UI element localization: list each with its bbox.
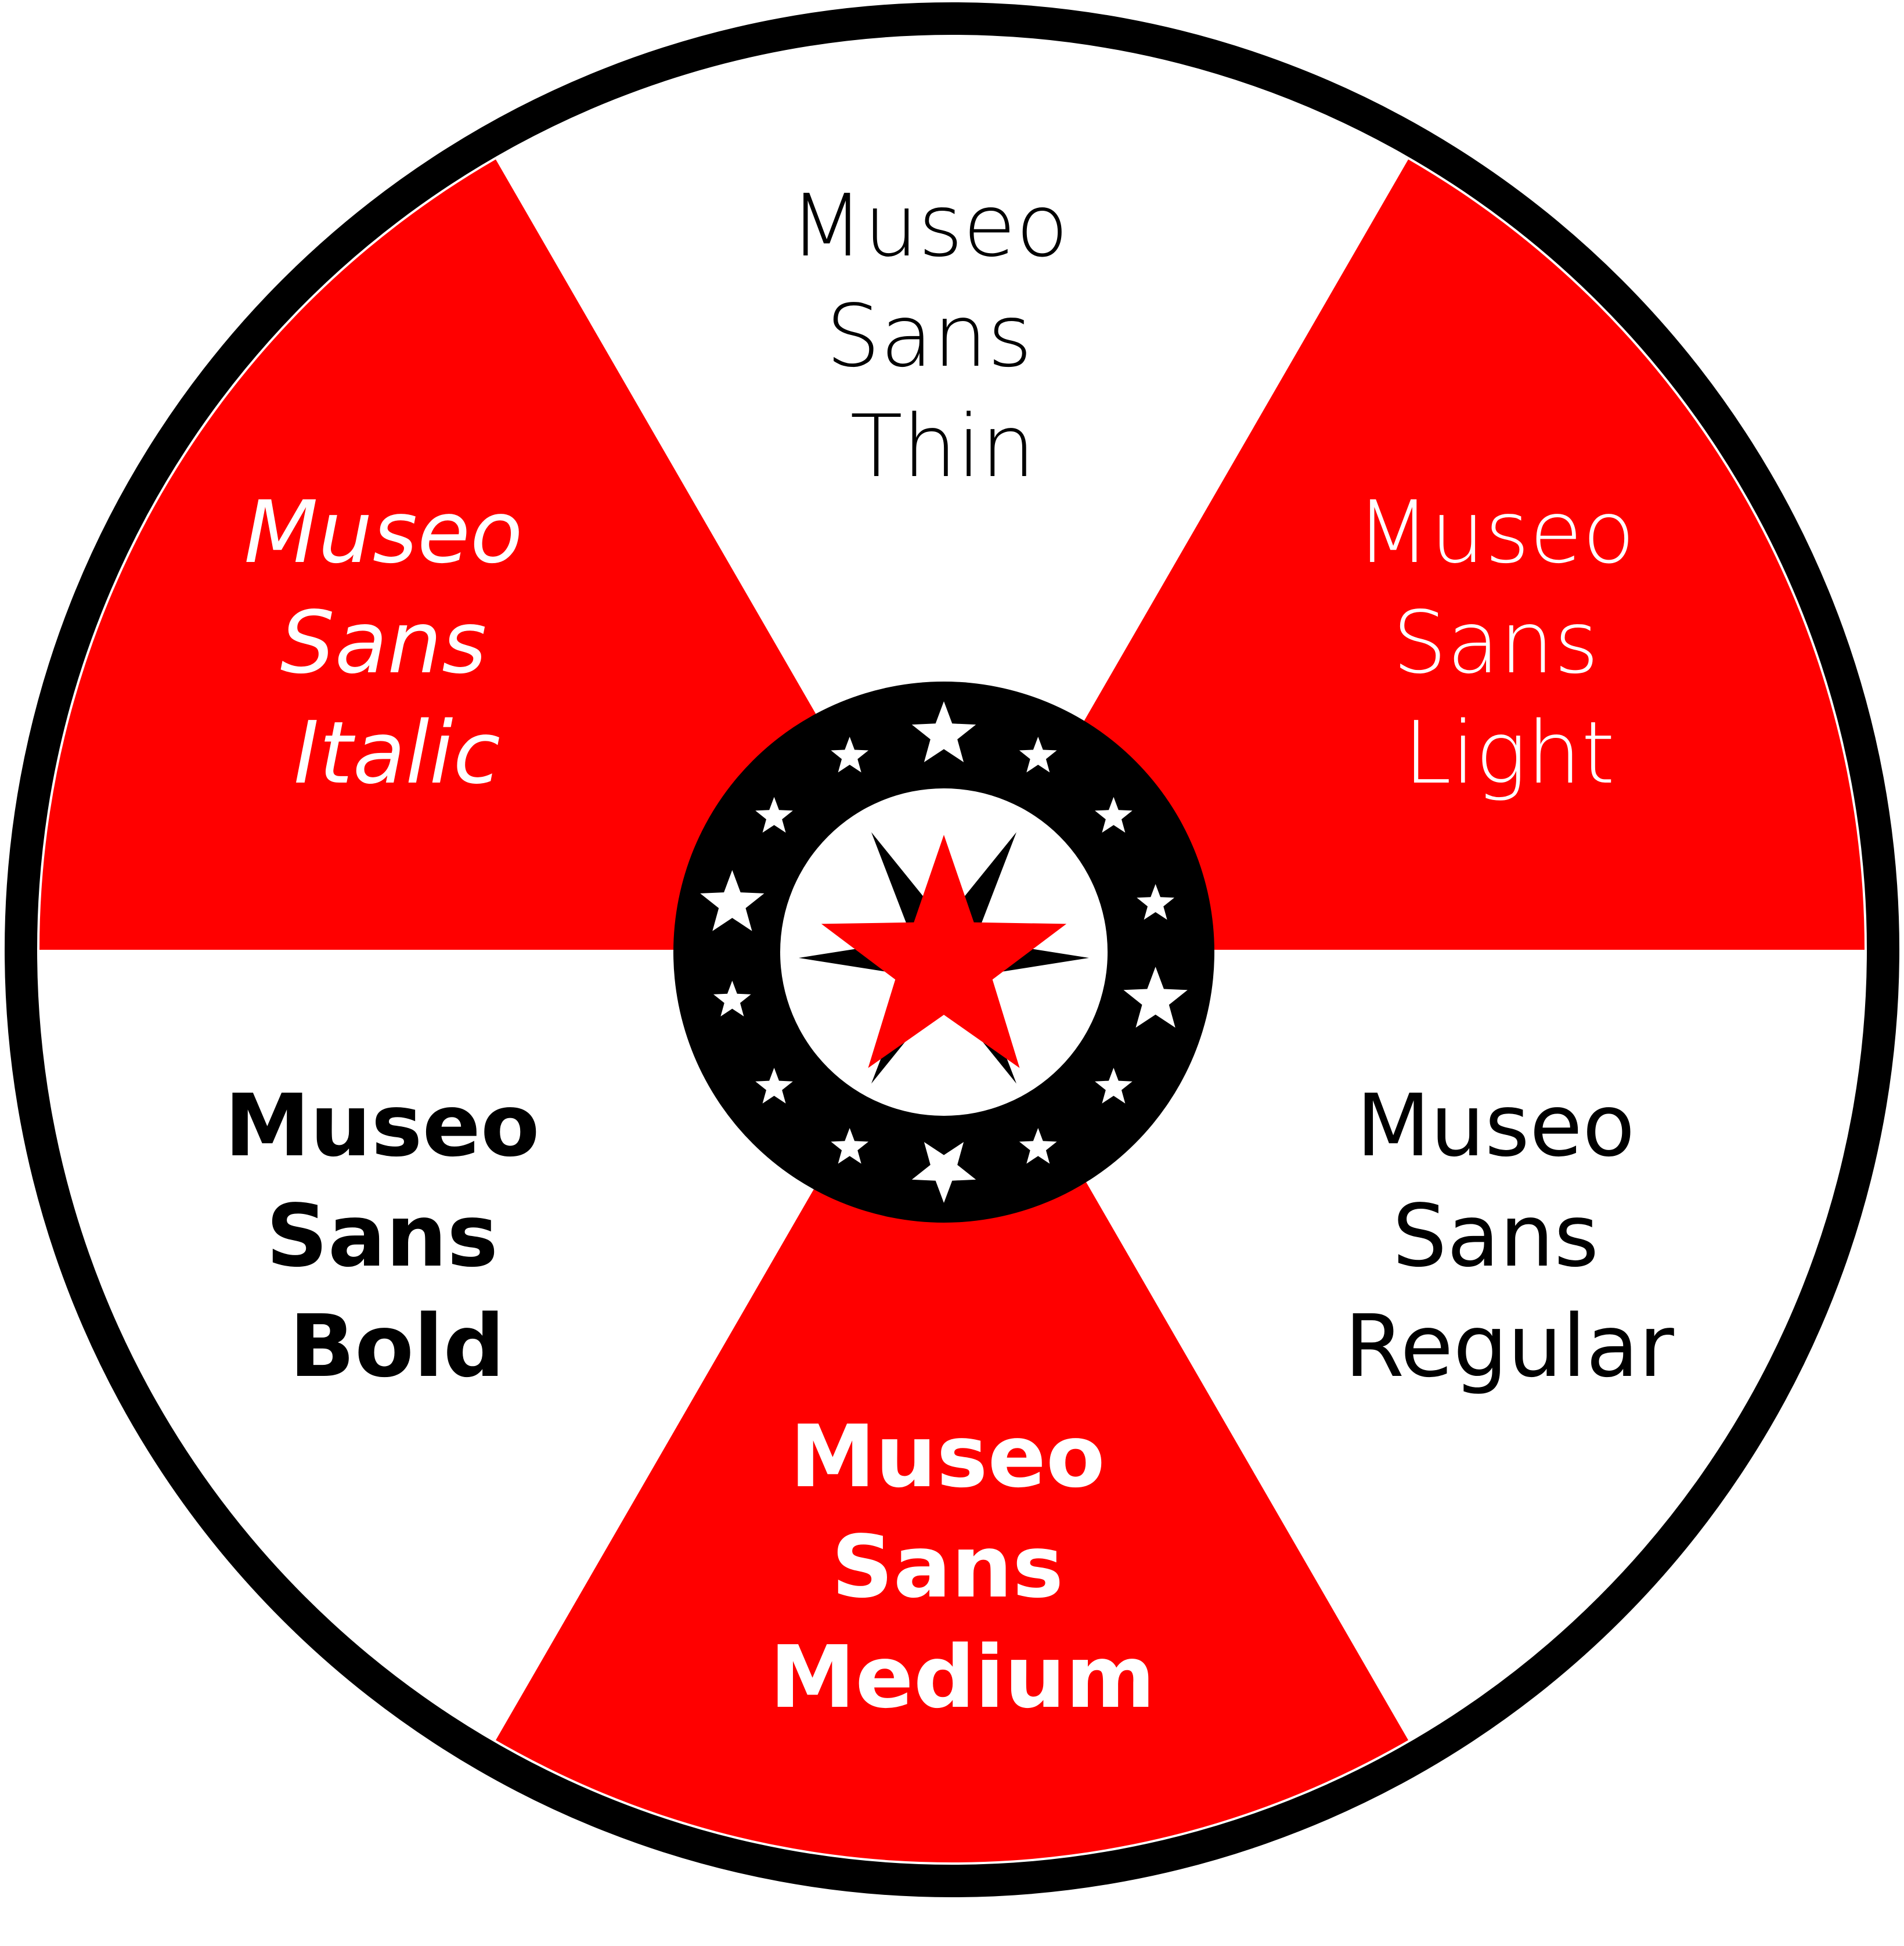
ring-star-icon <box>1137 884 1174 920</box>
ring-star-icon <box>755 797 793 833</box>
segment-thin <box>496 37 1408 950</box>
label-regular-line-3: Regular <box>1344 1296 1674 1396</box>
ring-star-icon <box>755 1068 793 1104</box>
label-italic-line-3: Italic <box>294 703 500 803</box>
label-medium-line-2: Sans <box>831 1517 1063 1617</box>
ring-star-icon <box>700 870 765 931</box>
ring-star-icon <box>831 1128 869 1164</box>
label-light: Museo Sans Light <box>1356 482 1662 803</box>
segment-medium <box>496 950 1408 1863</box>
label-italic: Museo Sans Italic <box>244 482 550 803</box>
label-regular-line-1: Museo <box>1356 1076 1635 1176</box>
ring-star-icon <box>1019 737 1057 773</box>
label-thin-line-1: Museo <box>789 176 1068 276</box>
ring-star-icon <box>1019 1128 1057 1164</box>
segment-labels: Museo Sans Thin Museo Sans Light Museo S… <box>225 176 1674 1727</box>
label-light-line-1: Museo <box>1356 482 1635 582</box>
label-bold-line-1: Museo <box>225 1076 540 1176</box>
ring-star-icon <box>831 737 869 773</box>
ring-star-icon <box>911 701 976 762</box>
ring-star-icon <box>1123 967 1188 1028</box>
ring-star-icon <box>911 1142 976 1203</box>
hub-ring-stars <box>700 701 1188 1203</box>
ring-star-icon <box>1095 1068 1133 1104</box>
segment-regular <box>952 950 1865 1740</box>
label-light-line-2: Sans <box>1393 593 1599 693</box>
label-bold: Museo Sans Bold <box>225 1076 569 1396</box>
label-italic-line-1: Museo <box>244 482 522 582</box>
label-bold-line-3: Bold <box>289 1296 504 1396</box>
label-regular: Museo Sans Regular <box>1344 1076 1674 1396</box>
hub <box>673 682 1214 1223</box>
ring-star-icon <box>1095 797 1133 833</box>
wheel-segments <box>39 37 1865 1863</box>
label-medium-line-1: Museo <box>790 1407 1105 1507</box>
label-thin-line-3: Thin <box>850 397 1035 496</box>
ring-star-icon <box>713 981 751 1017</box>
segment-italic <box>39 159 952 950</box>
label-medium-line-3: Medium <box>770 1627 1155 1727</box>
label-light-line-3: Light <box>1404 703 1615 803</box>
segment-bold <box>39 950 952 1740</box>
wheel-outer-rim <box>5 2 1899 1897</box>
label-bold-line-2: Sans <box>266 1186 498 1286</box>
label-thin: Museo Sans Thin <box>789 176 1095 496</box>
label-regular-line-2: Sans <box>1393 1186 1599 1286</box>
label-medium: Museo Sans Medium <box>770 1407 1155 1727</box>
red-star-icon <box>821 835 1067 1068</box>
label-italic-line-2: Sans <box>280 593 487 693</box>
label-thin-line-2: Sans <box>826 286 1033 386</box>
segment-light <box>952 159 1865 950</box>
